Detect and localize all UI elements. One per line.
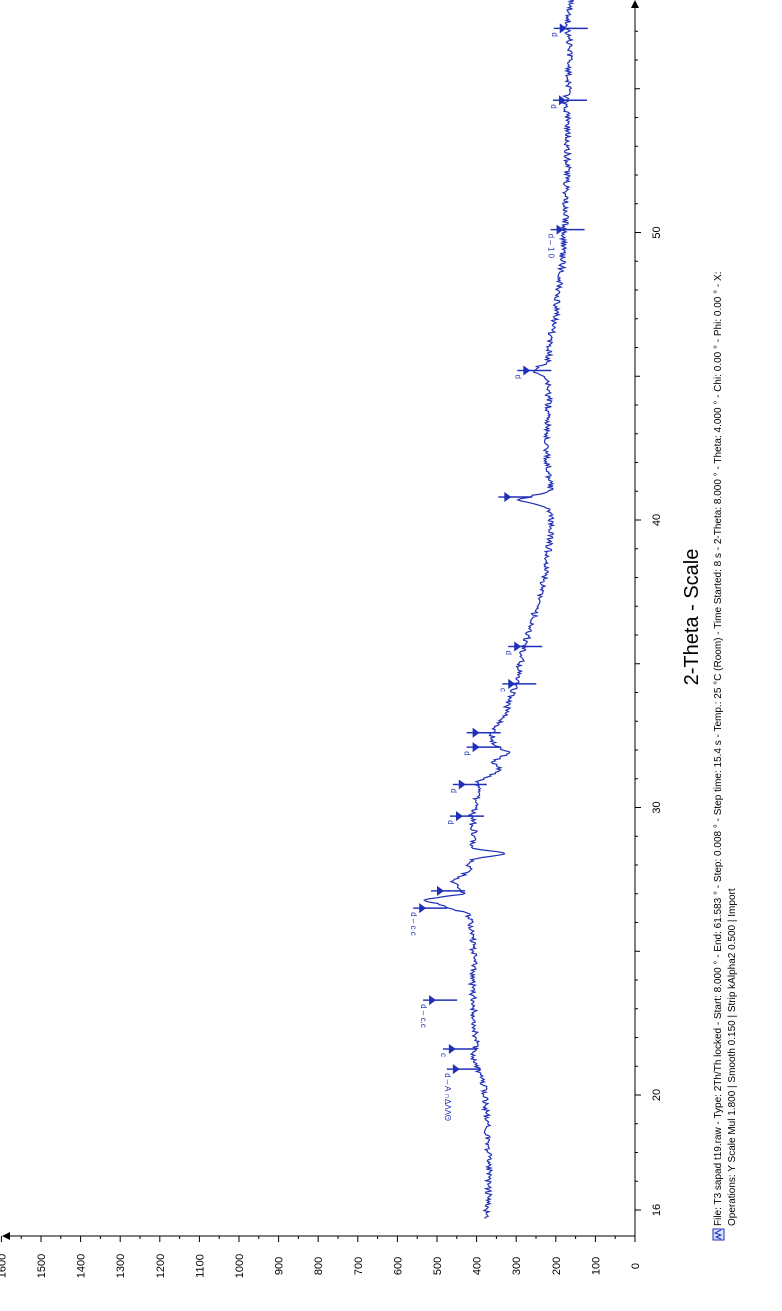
file-info-footer: File: T3 sapad t19.raw - Type: 2Th/Th lo… (712, 272, 738, 1241)
peak-marker: d – A ∩ΔΛΛΘ (443, 1064, 481, 1121)
peak-marker: c (439, 1044, 477, 1057)
scan-icon (712, 1228, 725, 1241)
axes (2, 0, 639, 1240)
peak-marker: d (513, 365, 552, 379)
y-tick-label: 700 (353, 1257, 365, 1275)
peak-marker: d (504, 641, 543, 655)
peak-label: d (549, 104, 558, 108)
peak-label: c (498, 688, 507, 692)
y-tick-label: 400 (472, 1257, 484, 1275)
peak-label: d (550, 32, 559, 36)
peak-marker (466, 727, 501, 738)
y-tick-label: 1400 (76, 1254, 88, 1278)
x-tick-label: 50 (651, 226, 663, 238)
peak-label: d (513, 375, 522, 379)
peak-marker (498, 492, 533, 502)
peak-label: d – A ∩ΔΛΛΘ (443, 1073, 452, 1121)
peak-marker: d (449, 779, 487, 793)
peak-marker: c (498, 678, 537, 692)
peak-label: d – 1 0 (547, 234, 556, 259)
peak-label: d – c c (409, 912, 418, 936)
peak-marker: d (446, 811, 485, 825)
peak-label: c (439, 1053, 448, 1057)
y-tick-label: 100 (590, 1257, 602, 1275)
peak-markers: d – A ∩ΔΛΛΘ c d – c.c d – c c d d d c d d d – 1 0 d… (409, 23, 588, 1121)
x-tick-label: 16 (651, 1204, 663, 1216)
y-tick-label: 1600 (0, 1254, 8, 1278)
y-axis-arrow (2, 1232, 10, 1240)
peak-label: d (504, 651, 513, 655)
y-tick-label: 1100 (194, 1254, 206, 1278)
y-tick-label: 1000 (234, 1254, 246, 1278)
y-tick-label: 0 (630, 1263, 642, 1269)
footer-line-2: Operations: Y Scale Mul 1.800 | Smooth 0… (727, 888, 738, 1226)
y-ticks: 0 100 200 300 400 500 600 700 800 900 1000 1100 1200… (0, 1236, 642, 1278)
y-tick-label: 300 (511, 1257, 523, 1275)
peak-marker (431, 885, 465, 896)
peak-label: d – c.c (419, 1004, 428, 1028)
x-tick-label: 40 (651, 514, 663, 526)
plot-area (423, 0, 575, 1219)
peak-marker: d – c.c (419, 995, 458, 1028)
peak-label: d (446, 820, 455, 824)
y-tick-label: 1200 (155, 1254, 167, 1278)
peak-marker: d – 1 0 (547, 224, 585, 259)
x-tick-label: 30 (651, 801, 663, 813)
y-tick-label: 200 (551, 1257, 563, 1275)
y-tick-label: 900 (274, 1257, 286, 1275)
y-tick-label: 500 (432, 1257, 444, 1275)
x-axis-title: 2-Theta - Scale (681, 549, 703, 686)
x-tick-label: 20 (651, 1089, 663, 1101)
y-tick-label: 1500 (36, 1254, 48, 1278)
y-tick-label: 800 (313, 1257, 325, 1275)
peak-marker: d (550, 23, 588, 37)
y-tick-label: 600 (392, 1257, 404, 1275)
series-line (423, 0, 575, 1219)
peak-marker: d (549, 95, 587, 109)
peak-marker: d (463, 742, 501, 756)
peak-label: d (463, 751, 472, 755)
peak-marker: d – c c (409, 903, 448, 936)
footer-line-1: File: T3 sapad t19.raw - Type: 2Th/Th lo… (713, 272, 724, 1226)
y-tick-label: 1300 (115, 1254, 127, 1278)
peak-label: d (449, 789, 458, 793)
x-ticks: 16 20 30 40 50 (635, 30, 663, 1216)
x-axis-arrow (631, 0, 639, 8)
